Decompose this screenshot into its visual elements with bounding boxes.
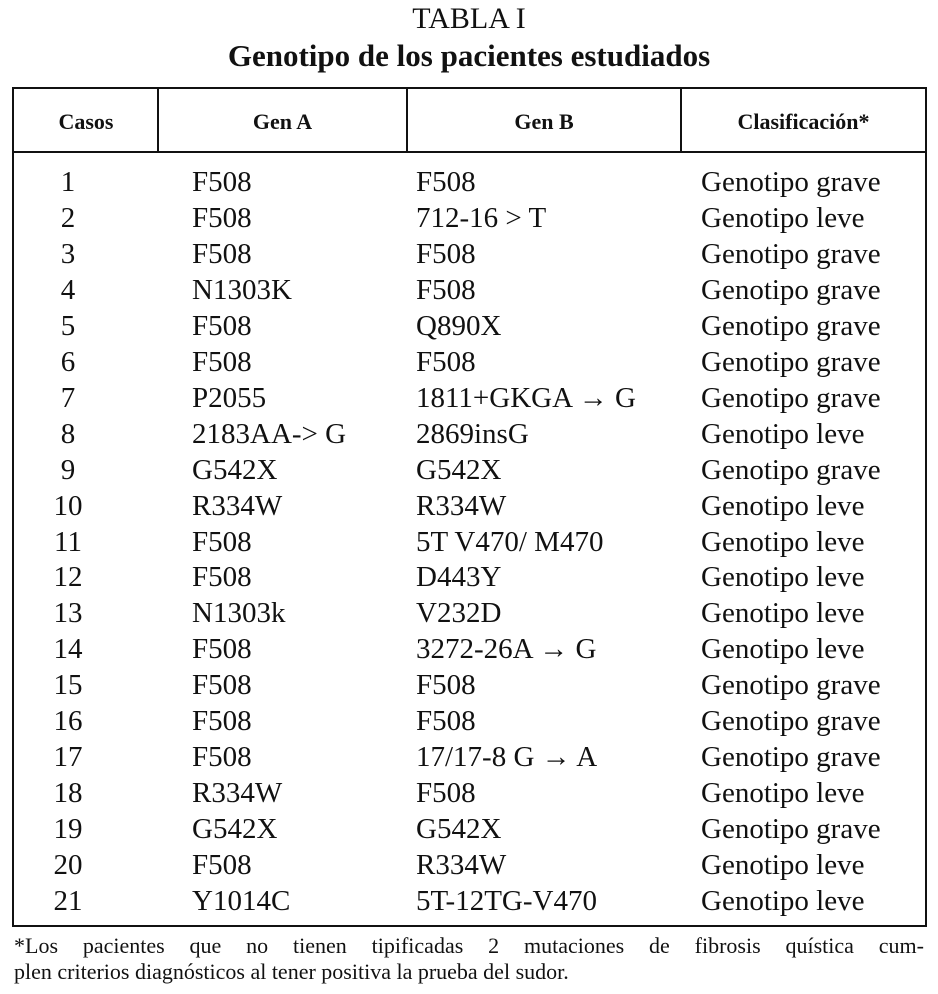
table-cell: 4 xyxy=(60,273,76,306)
table-cell: 712-16 > T xyxy=(416,201,547,234)
table-cell: 5T V470/ M470 xyxy=(416,525,604,558)
table-cell: F508 xyxy=(192,669,252,702)
table-cell: Genotipo grave xyxy=(701,813,881,846)
table-cell: Genotipo leve xyxy=(701,201,865,234)
table-cell: Genotipo leve xyxy=(701,849,865,882)
table-cell: F508 xyxy=(192,345,252,378)
table-cell: Genotipo grave xyxy=(701,345,881,378)
table-cell: N1303k xyxy=(192,597,286,630)
table-cell: F508 xyxy=(416,345,476,378)
column-header: Clasificación* xyxy=(737,109,870,134)
table-cell: 6 xyxy=(60,345,76,378)
table-cell: Genotipo leve xyxy=(701,633,865,666)
table-cell: Genotipo grave xyxy=(701,453,881,486)
table-cell: 19 xyxy=(53,813,83,846)
table-cell: 12 xyxy=(53,561,83,594)
table-cell: 21 xyxy=(53,885,83,917)
table-title: TABLA I xyxy=(412,2,526,35)
table-cell: Genotipo grave xyxy=(701,237,881,270)
table-cell: G542X xyxy=(416,813,502,846)
column-header: Gen B xyxy=(514,109,574,134)
table-cell: R334W xyxy=(416,489,507,522)
table-cell: R334W xyxy=(192,489,283,522)
table-cell: F508 xyxy=(192,849,252,882)
table-cell: Genotipo grave xyxy=(701,309,881,342)
table-cell: F508 xyxy=(416,166,476,198)
table-cell: Genotipo grave xyxy=(701,381,881,414)
table-cell: Genotipo leve xyxy=(701,525,865,558)
table-cell: 5 xyxy=(60,309,76,342)
table-cell: D443Y xyxy=(416,561,502,594)
table-cell: Genotipo leve xyxy=(701,885,865,917)
table-cell: F508 xyxy=(192,561,252,594)
table-cell: F508 xyxy=(416,273,476,306)
table-cell: 14 xyxy=(53,633,83,666)
table-cell: N1303K xyxy=(192,273,292,306)
table-cell: 5T-12TG-V470 xyxy=(416,885,597,917)
table-cell: 18 xyxy=(53,777,83,810)
table-cell: 8 xyxy=(60,417,76,450)
table-cell: Genotipo leve xyxy=(701,777,865,810)
table-cell: Genotipo grave xyxy=(701,741,881,774)
table-cell: G542X xyxy=(192,813,278,846)
table-cell: 13 xyxy=(53,597,83,630)
table-cell: V232D xyxy=(416,597,502,630)
table-cell: 17/17-8 G → A xyxy=(416,741,598,774)
table-cell: F508 xyxy=(192,237,252,270)
table-cell: 1811+GKGA → G xyxy=(416,381,636,414)
table-cell: 20 xyxy=(53,849,83,882)
table-cell: F508 xyxy=(416,237,476,270)
table-cell: F508 xyxy=(416,705,476,738)
table-cell: 11 xyxy=(54,525,82,558)
table-cell: F508 xyxy=(192,166,252,198)
footnote: plen criterios diagnósticos al tener pos… xyxy=(14,959,569,984)
table-cell: 1 xyxy=(60,166,76,198)
table-subtitle: Genotipo de los pacientes estudiados xyxy=(227,38,711,73)
table-cell: F508 xyxy=(192,741,252,774)
footnote: *Los pacientes que no tienen tipificadas… xyxy=(14,933,924,958)
table-cell: 3272-26A → G xyxy=(416,633,597,666)
table-cell: Genotipo grave xyxy=(701,669,881,702)
table-cell: Y1014C xyxy=(192,885,291,917)
table-cell: R334W xyxy=(416,849,507,882)
table-cell: 7 xyxy=(60,381,76,414)
column-rule xyxy=(406,87,408,152)
table-cell: 3 xyxy=(60,237,76,270)
column-rule xyxy=(157,87,159,152)
table-cell: 9 xyxy=(60,453,76,486)
column-header: Casos xyxy=(58,109,114,134)
table-cell: 2869insG xyxy=(416,417,529,450)
table-cell: 17 xyxy=(53,741,83,774)
table-cell: 2 xyxy=(60,201,76,234)
table-cell: F508 xyxy=(416,669,476,702)
table-cell: Genotipo leve xyxy=(701,561,865,594)
table-cell: F508 xyxy=(192,633,252,666)
table-cell: Q890X xyxy=(416,309,502,342)
table-cell: 10 xyxy=(53,489,83,522)
table-border xyxy=(12,87,927,927)
table-cell: Genotipo grave xyxy=(701,273,881,306)
table-cell: 2183AA-> G xyxy=(192,417,347,450)
column-rule xyxy=(680,87,682,152)
table-cell: Genotipo grave xyxy=(701,705,881,738)
table-cell: F508 xyxy=(192,201,252,234)
table-cell: 15 xyxy=(53,669,83,702)
table-cell: Genotipo leve xyxy=(701,597,865,630)
table-cell: Genotipo leve xyxy=(701,417,865,450)
table-cell: F508 xyxy=(192,705,252,738)
table-cell: Genotipo leve xyxy=(701,489,865,522)
table-cell: R334W xyxy=(192,777,283,810)
table-cell: F508 xyxy=(192,309,252,342)
table-cell: Genotipo grave xyxy=(701,166,881,198)
table-cell: F508 xyxy=(416,777,476,810)
table-cell: 16 xyxy=(53,705,83,738)
table-cell: G542X xyxy=(416,453,502,486)
table-cell: G542X xyxy=(192,453,278,486)
column-header: Gen A xyxy=(252,109,313,134)
table-cell: P2055 xyxy=(192,381,267,414)
header-rule xyxy=(12,151,927,153)
table-cell: F508 xyxy=(192,525,252,558)
